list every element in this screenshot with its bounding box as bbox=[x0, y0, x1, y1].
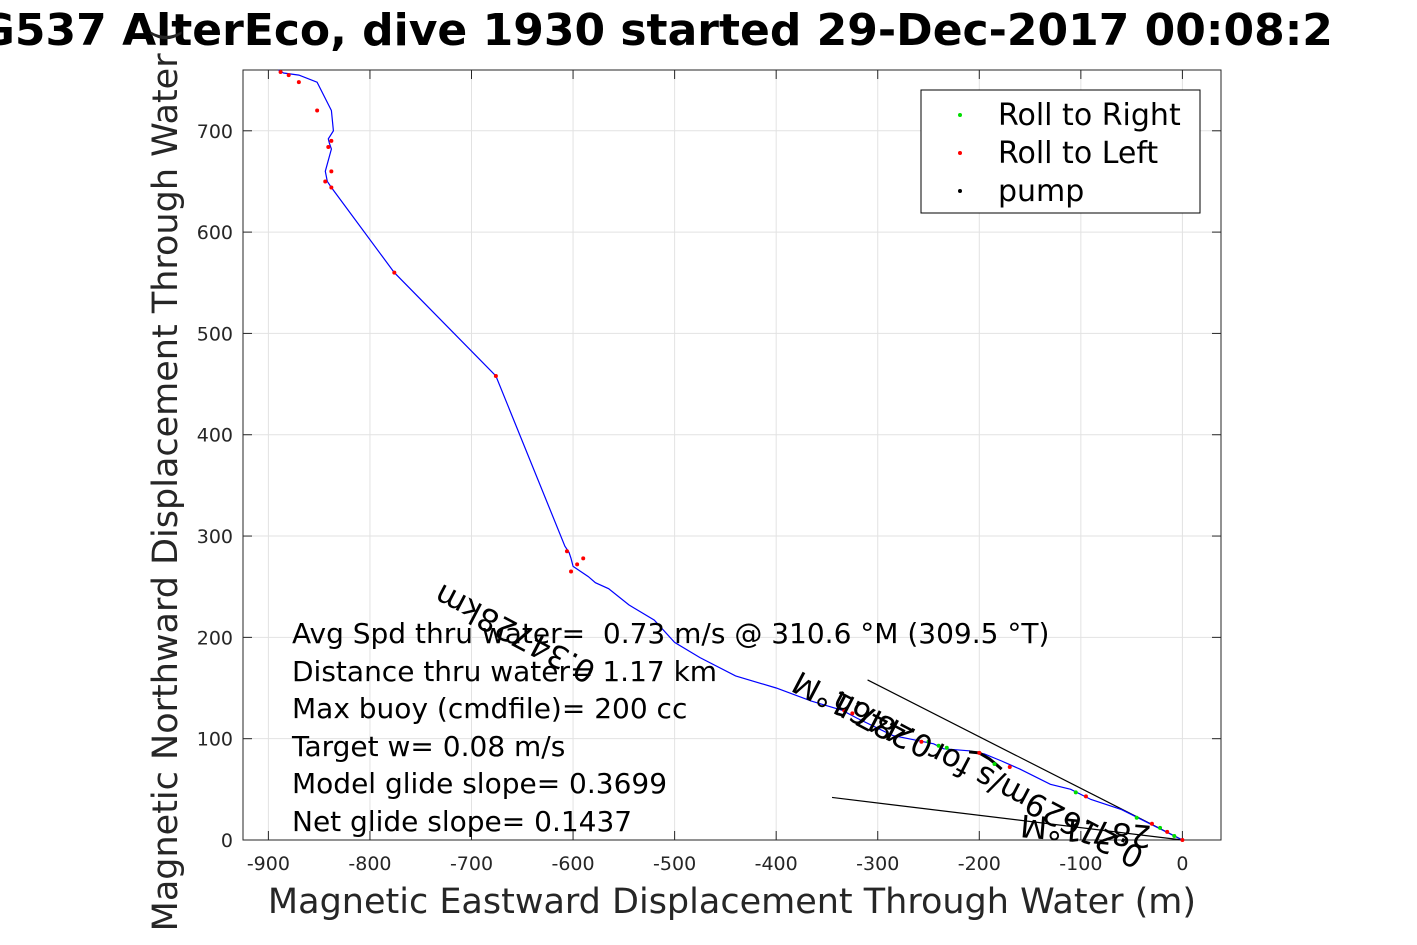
stat-distance: Distance thru water= 1.17 km bbox=[292, 655, 717, 688]
roll-left-point bbox=[296, 80, 301, 85]
roll-left-point bbox=[564, 549, 569, 554]
x-tick-label: -400 bbox=[755, 853, 798, 875]
x-tick-label: 0 bbox=[1176, 853, 1188, 875]
roll-left-point bbox=[329, 169, 334, 174]
y-tick-label: 100 bbox=[197, 729, 233, 751]
roll-left-point bbox=[1007, 765, 1012, 770]
roll-right-point bbox=[936, 743, 941, 748]
legend-box bbox=[920, 89, 1201, 214]
roll-left-point bbox=[1083, 794, 1088, 799]
x-tick-label: -300 bbox=[856, 853, 899, 875]
stat-target-w: Target w= 0.08 m/s bbox=[291, 730, 565, 763]
stat-model-glide-slope: Model glide slope= 0.3699 bbox=[292, 767, 667, 800]
legend-label-roll-left: Roll to Left bbox=[998, 136, 1158, 171]
roll-left-point bbox=[919, 739, 924, 744]
chart-title: SG537 AlterEco, dive 1930 started 29-Dec… bbox=[0, 5, 1333, 56]
glide-reference-line bbox=[831, 796, 1183, 841]
roll-left-point bbox=[842, 708, 847, 713]
roll-left-point bbox=[278, 70, 283, 75]
roll-left-point bbox=[1165, 829, 1170, 834]
x-tick-label: -100 bbox=[1059, 853, 1102, 875]
roll-left-point bbox=[323, 179, 328, 184]
roll-left-point bbox=[581, 556, 586, 561]
stats-block: Avg Spd thru water= 0.73 m/s @ 310.6 °M … bbox=[291, 617, 1049, 838]
roll-left-point bbox=[977, 750, 982, 755]
axes-frame bbox=[242, 69, 1222, 841]
roll-right-point bbox=[1073, 790, 1078, 795]
x-tick-label: -900 bbox=[247, 853, 290, 875]
legend-marker-roll-left bbox=[958, 151, 962, 155]
roll-left-point bbox=[392, 270, 397, 275]
x-tick-label: -700 bbox=[450, 853, 493, 875]
x-tick-label: -600 bbox=[551, 853, 594, 875]
y-tick-label: 700 bbox=[197, 121, 233, 143]
legend: Roll to Right Roll to Left pump bbox=[920, 89, 1201, 214]
y-tick-label: 400 bbox=[197, 425, 233, 447]
y-tick-label: 200 bbox=[197, 627, 233, 649]
y-tick-label: 500 bbox=[197, 323, 233, 345]
x-tick-label: -200 bbox=[958, 853, 1001, 875]
stat-avg-speed: Avg Spd thru water= 0.73 m/s @ 310.6 °M … bbox=[292, 617, 1049, 650]
roll-left-point bbox=[1149, 821, 1154, 826]
roll-left-point bbox=[575, 562, 580, 567]
roll-left-point bbox=[850, 711, 855, 716]
legend-label-roll-right: Roll to Right bbox=[998, 98, 1181, 133]
roll-right-point bbox=[944, 745, 949, 750]
x-tick-label: -800 bbox=[348, 853, 391, 875]
legend-label-pump: pump bbox=[998, 174, 1084, 209]
roll-left-point bbox=[315, 108, 320, 113]
roll-right-point bbox=[1134, 815, 1139, 820]
x-axis-label: Magnetic Eastward Displacement Through W… bbox=[268, 882, 1196, 922]
roll-left-point bbox=[286, 73, 291, 78]
y-axis-label: Magnetic Northward Displacement Through … bbox=[146, 29, 186, 932]
roll-left-point bbox=[326, 145, 331, 149]
series-layer bbox=[278, 69, 1185, 842]
axes: -900 -800 -700 -600 -500 -400 -300 -200 -100 0 0 10… bbox=[197, 69, 1222, 875]
stat-net-glide-slope: Net glide slope= 0.1437 bbox=[292, 805, 632, 838]
roll-left-point bbox=[569, 569, 574, 574]
roll-left-point bbox=[493, 373, 498, 378]
roll-right-point bbox=[926, 739, 931, 744]
y-tick-label: 300 bbox=[197, 526, 233, 548]
x-tick-label: -500 bbox=[653, 853, 696, 875]
legend-marker-roll-right bbox=[958, 113, 962, 117]
roll-right-point bbox=[1158, 825, 1163, 830]
roll-right-point bbox=[992, 762, 997, 767]
pump-segment bbox=[968, 750, 1003, 771]
roll-left-point bbox=[329, 185, 334, 190]
y-tick-label: 0 bbox=[221, 830, 233, 852]
roll-left-point bbox=[1180, 838, 1185, 842]
legend-marker-pump bbox=[958, 189, 962, 193]
stat-max-buoy: Max buoy (cmdfile)= 200 cc bbox=[292, 692, 687, 725]
roll-right-point bbox=[1172, 833, 1177, 838]
dive-track-line bbox=[278, 69, 1183, 841]
roll-left-point bbox=[329, 138, 334, 143]
y-tick-label: 600 bbox=[197, 222, 233, 244]
